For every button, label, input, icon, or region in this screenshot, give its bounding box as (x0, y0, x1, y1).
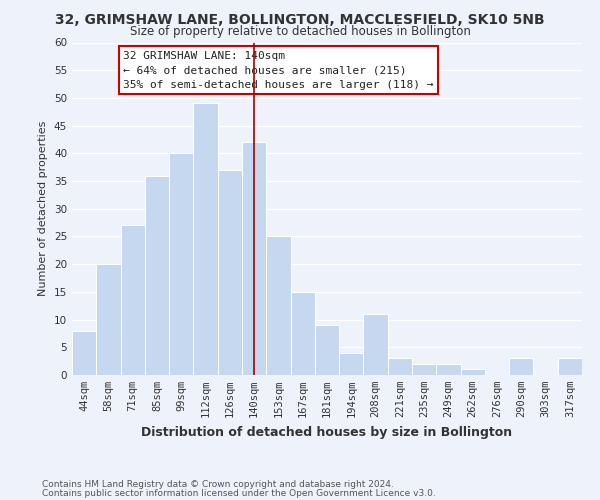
Text: 32 GRIMSHAW LANE: 140sqm
← 64% of detached houses are smaller (215)
35% of semi-: 32 GRIMSHAW LANE: 140sqm ← 64% of detach… (123, 51, 433, 90)
Bar (169, 154, 193, 375)
Bar (364, 314, 388, 375)
Bar (290, 292, 315, 375)
Bar (339, 353, 364, 375)
Bar (315, 325, 339, 375)
Bar (436, 364, 461, 375)
Bar (193, 104, 218, 375)
Text: Contains HM Land Registry data © Crown copyright and database right 2024.: Contains HM Land Registry data © Crown c… (42, 480, 394, 489)
Text: Contains public sector information licensed under the Open Government Licence v3: Contains public sector information licen… (42, 488, 436, 498)
Bar (121, 226, 145, 375)
Text: Size of property relative to detached houses in Bollington: Size of property relative to detached ho… (130, 25, 470, 38)
Bar (242, 142, 266, 375)
Bar (145, 176, 169, 375)
X-axis label: Distribution of detached houses by size in Bollington: Distribution of detached houses by size … (142, 426, 512, 438)
Bar (388, 358, 412, 375)
Bar (266, 236, 290, 375)
Bar (72, 330, 96, 375)
Bar (218, 170, 242, 375)
Bar (412, 364, 436, 375)
Text: 32, GRIMSHAW LANE, BOLLINGTON, MACCLESFIELD, SK10 5NB: 32, GRIMSHAW LANE, BOLLINGTON, MACCLESFI… (55, 12, 545, 26)
Bar (461, 370, 485, 375)
Bar (96, 264, 121, 375)
Bar (558, 358, 582, 375)
Bar (509, 358, 533, 375)
Y-axis label: Number of detached properties: Number of detached properties (38, 121, 49, 296)
